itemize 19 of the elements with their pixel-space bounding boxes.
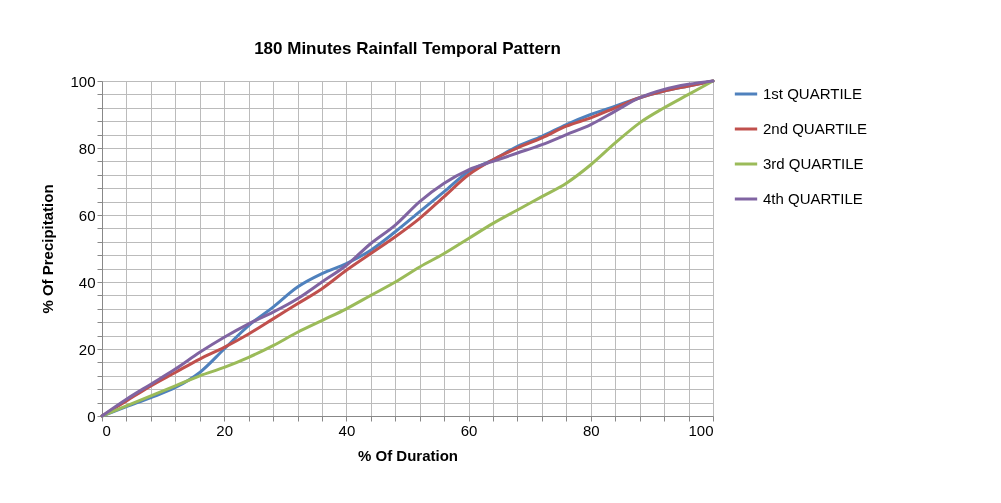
x-tick-label: 100 xyxy=(688,421,714,439)
legend-label: 3rd QUARTILE xyxy=(763,155,864,172)
legend-label: 2nd QUARTILE xyxy=(763,120,867,137)
y-tick-label: 0 xyxy=(87,407,96,425)
x-tick-label: 40 xyxy=(338,421,356,439)
y-tick-label: 40 xyxy=(78,273,96,291)
x-tick-label: 0 xyxy=(102,421,111,439)
x-tick-label: 60 xyxy=(460,421,478,439)
y-tick-label: 80 xyxy=(78,139,96,157)
x-tick-label: 80 xyxy=(582,421,600,439)
legend-label: 4th QUARTILE xyxy=(763,190,863,207)
x-axis-title: % Of Duration xyxy=(358,446,458,464)
y-axis-title: % Of Precipitation xyxy=(39,184,57,314)
y-tick-label: 60 xyxy=(78,206,96,224)
y-tick-label: 100 xyxy=(70,72,96,90)
y-tick-label: 20 xyxy=(78,340,96,358)
legend-label: 1st QUARTILE xyxy=(763,85,862,102)
chart-title: 180 Minutes Rainfall Temporal Pattern xyxy=(254,39,561,58)
x-tick-label: 20 xyxy=(216,421,234,439)
